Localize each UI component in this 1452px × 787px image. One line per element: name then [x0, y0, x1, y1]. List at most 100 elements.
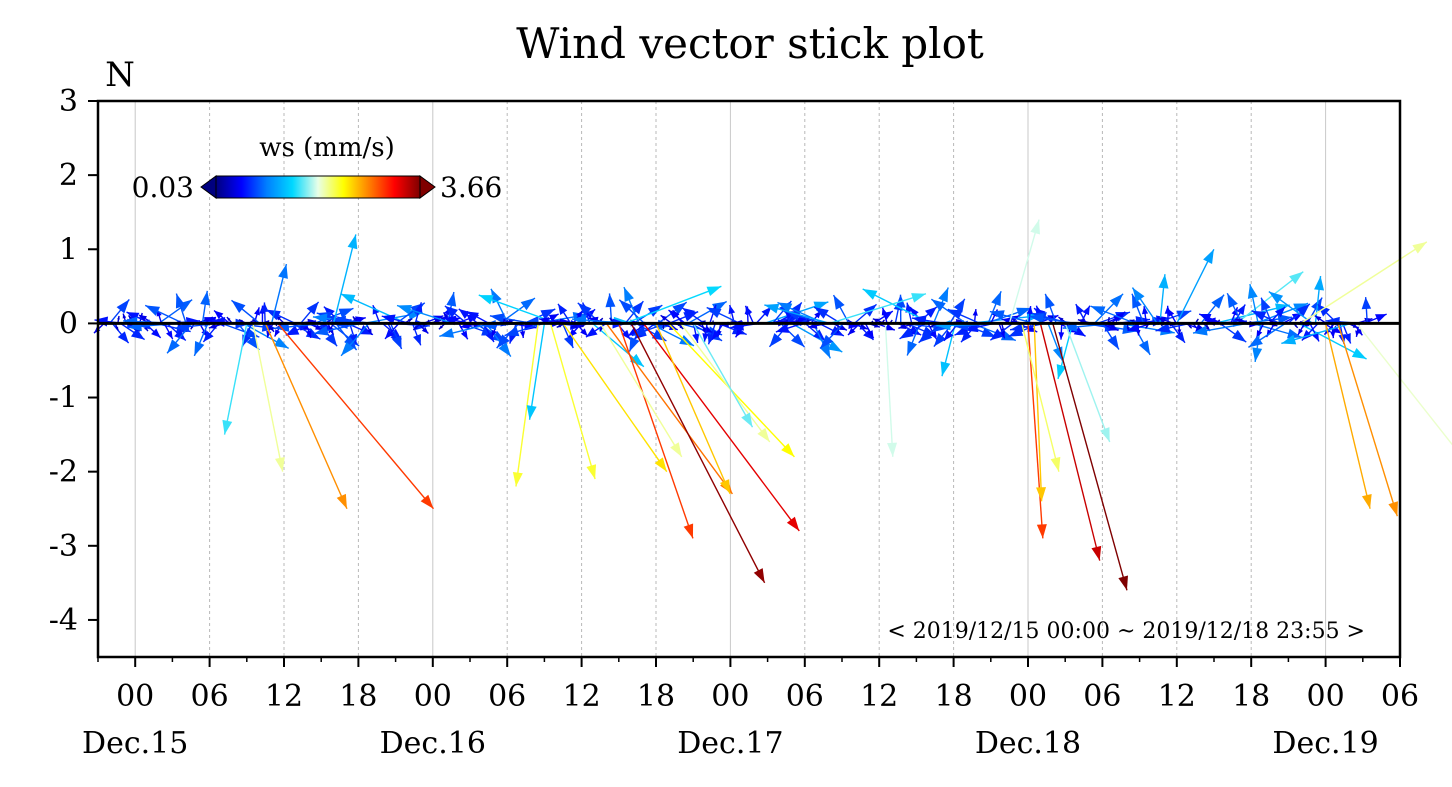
- wind-vector: [1047, 323, 1064, 362]
- wind-vector: [881, 307, 888, 324]
- wind-vector: [605, 293, 616, 324]
- wind-vector: [300, 301, 320, 324]
- x-tick-label: 00: [1009, 679, 1047, 714]
- wind-vector: [1131, 287, 1158, 324]
- colorbar-max-arrow: [419, 175, 436, 199]
- wind-vector: [1251, 310, 1281, 325]
- wind-vector: [906, 323, 921, 356]
- wind-vector-notable: [277, 322, 435, 510]
- wind-vector: [1026, 306, 1033, 324]
- axes: 3 2 1 0 -1 -2 -3 -4 00 06 12 18 00 06 12 18 00 06 12 18 00 06…: [49, 84, 1419, 761]
- wind-vector: [764, 303, 831, 325]
- y-axis-label: N: [105, 55, 135, 95]
- wind-vector-notable: [1176, 248, 1215, 324]
- wind-vector: [163, 323, 174, 340]
- wind-vector-notable: [884, 323, 898, 457]
- wind-vector: [166, 322, 187, 342]
- wind-vector: [987, 291, 1002, 324]
- wind-vector-notable: [1008, 219, 1041, 324]
- wind-vector: [265, 308, 296, 325]
- wind-vector: [989, 310, 1035, 325]
- wind-vector: [668, 309, 686, 324]
- y-tick-label: -1: [49, 381, 78, 416]
- wind-vector: [1342, 323, 1352, 344]
- wind-vector: [1090, 305, 1136, 325]
- wind-vector-notable: [643, 322, 800, 532]
- wind-vector: [519, 323, 526, 339]
- wind-vector-notable: [618, 323, 694, 539]
- wind-vector: [711, 323, 725, 341]
- y-tick-label: -4: [49, 603, 78, 638]
- wind-vector: [120, 322, 145, 341]
- wind-vector: [1255, 323, 1265, 339]
- y-tick-label: -2: [49, 455, 78, 490]
- wind-vector-notable: [599, 323, 683, 458]
- wind-vector-notable: [332, 234, 358, 324]
- wind-vector: [1141, 306, 1149, 324]
- wind-vector: [918, 322, 943, 344]
- y-tick-label: 2: [59, 158, 78, 193]
- wind-vector-notable: [252, 323, 285, 472]
- wind-vector: [213, 309, 231, 324]
- x-tick-label: 06: [1381, 679, 1419, 714]
- wind-vector-notable: [264, 323, 348, 510]
- colorbar-min-arrow: [200, 175, 217, 199]
- wind-vector: [193, 323, 209, 357]
- wind-vector: [109, 299, 130, 324]
- wind-vector: [1235, 271, 1304, 324]
- wind-vector: [940, 323, 957, 377]
- wind-vector: [1158, 274, 1169, 324]
- wind-vector: [411, 323, 422, 346]
- wind-vector: [1167, 308, 1177, 324]
- date-label: Dec.16: [380, 726, 486, 761]
- wind-vector: [557, 303, 572, 324]
- wind-vector: [340, 322, 370, 357]
- wind-vector: [755, 306, 772, 324]
- wind-vector: [466, 310, 490, 325]
- wind-vector: [175, 293, 187, 324]
- wind-vector: [853, 303, 877, 324]
- wind-vector-notable: [655, 323, 731, 495]
- wind-vector-notable: [549, 323, 597, 480]
- wind-vector: [1247, 283, 1259, 324]
- wind-vector: [144, 304, 184, 325]
- x-tick-label: 06: [488, 679, 526, 714]
- colorbar: ws (mm/s) 0.03 3.66: [132, 133, 503, 204]
- wind-vector: [899, 322, 926, 340]
- colorbar-title: ws (mm/s): [259, 133, 395, 163]
- date-label: Dec.17: [677, 726, 783, 761]
- colorbar-gradient: [215, 175, 421, 199]
- wind-vector: [1230, 306, 1239, 324]
- x-tick-label: 06: [786, 679, 824, 714]
- x-tick-label: 12: [860, 679, 898, 714]
- wind-vector: [349, 323, 358, 345]
- wind-vector: [458, 323, 469, 340]
- wind-vector-notable: [1027, 323, 1047, 539]
- wind-vector: [242, 322, 290, 350]
- wind-vector-notable: [526, 323, 546, 420]
- wind-vector-notable: [270, 263, 288, 324]
- wind-vector: [389, 323, 403, 350]
- wind-vector-notable: [1300, 241, 1428, 324]
- wind-vectors: [93, 219, 1452, 591]
- wind-vector-notable: [1052, 323, 1129, 591]
- wind-vector: [681, 307, 705, 324]
- wind-vector: [340, 293, 408, 325]
- wind-vector-notable: [829, 293, 927, 325]
- date-label: Dec.19: [1272, 726, 1378, 761]
- wind-vector: [231, 299, 261, 324]
- wind-vector: [1361, 297, 1372, 324]
- wind-vector: [1056, 323, 1074, 380]
- x-tick-label: 00: [414, 679, 452, 714]
- date-label: Dec.15: [82, 726, 188, 761]
- colorbar-max-label: 3.66: [440, 171, 502, 204]
- wind-vector: [396, 304, 454, 325]
- wind-vector-notable: [1039, 323, 1102, 561]
- y-tick-label: 1: [59, 232, 78, 267]
- wind-vector: [1297, 323, 1306, 336]
- wind-vector: [1192, 322, 1248, 336]
- wind-vector: [1301, 322, 1319, 341]
- x-tick-label: 18: [935, 679, 973, 714]
- wind-vector: [864, 323, 875, 339]
- x-tick-label: 12: [563, 679, 601, 714]
